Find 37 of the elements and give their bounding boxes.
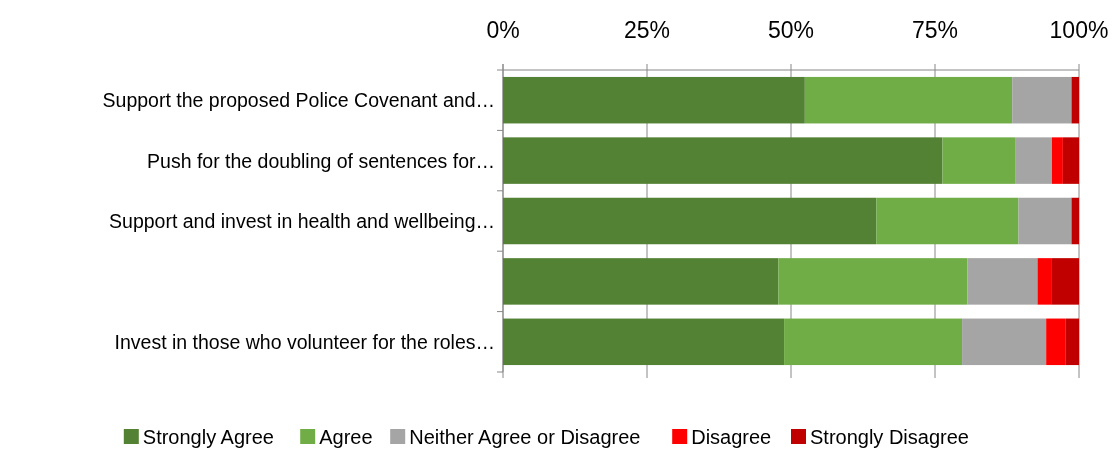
- legend-label: Agree: [319, 426, 373, 448]
- y-tick-label: Support the proposed Police Covenant and…: [102, 89, 495, 112]
- bar: [784, 318, 963, 366]
- bar: [942, 137, 1016, 184]
- bar: [1051, 137, 1063, 184]
- bar: [804, 76, 1013, 124]
- bar: [1062, 137, 1079, 184]
- y-tick-label: Invest in those who volunteer for the roles…: [114, 330, 495, 353]
- bar: [503, 258, 779, 305]
- x-tick-label: 75%: [911, 17, 959, 43]
- legend-label: Disagree: [691, 426, 772, 448]
- bar: [1037, 258, 1052, 305]
- x-tick-label: 50%: [767, 17, 815, 43]
- bar: [967, 258, 1038, 305]
- bar: [503, 137, 943, 184]
- legend-label: Neither Agree or Disagree: [409, 426, 641, 448]
- legend-label: Strongly Disagree: [810, 426, 969, 448]
- x-tick-label: 0%: [486, 17, 520, 43]
- x-tick-label: 25%: [623, 17, 671, 43]
- bar: [1071, 76, 1079, 124]
- y-tick-label: Push for the doubling of sentences for…: [147, 149, 495, 172]
- bar: [1071, 197, 1079, 245]
- bar: [778, 258, 968, 305]
- bar: [962, 318, 1047, 366]
- legend-label: Strongly Agree: [142, 426, 274, 448]
- bar: [503, 76, 805, 124]
- bar: [1018, 197, 1072, 245]
- y-tick-label: Support and invest in health and wellbeing…: [109, 210, 495, 232]
- bar: [503, 318, 785, 366]
- bar: [1051, 258, 1079, 305]
- bar: [876, 197, 1019, 245]
- bar: [1012, 76, 1072, 124]
- bar: [1015, 137, 1052, 184]
- bar: [1065, 318, 1079, 366]
- x-tick-label: 100%: [1049, 17, 1109, 43]
- bar: [503, 197, 877, 245]
- bar: [1046, 318, 1066, 366]
